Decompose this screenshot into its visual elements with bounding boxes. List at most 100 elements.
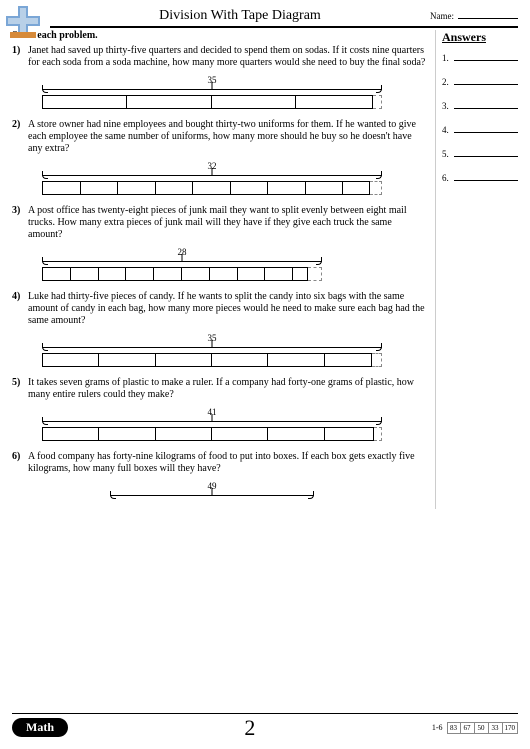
problem-text: Janet had saved up thirty-five quarters …	[28, 45, 427, 69]
tape-segment	[268, 182, 306, 194]
score-boxes: 83675033170	[447, 722, 519, 734]
answers-title: Answers	[442, 30, 518, 45]
answer-line: 5.	[442, 147, 518, 159]
score-box: 67	[461, 722, 475, 734]
tape-segment	[99, 354, 155, 366]
tape-segment	[306, 182, 344, 194]
tape-bar	[42, 181, 370, 195]
tape-segment	[71, 268, 99, 280]
tape-diagram: 28	[42, 247, 322, 281]
brand-badge: Math	[12, 718, 68, 737]
problem-text: A food company has forty-nine kilograms …	[28, 451, 427, 475]
tape-segment	[238, 268, 266, 280]
tape-diagram: 41	[42, 407, 382, 441]
tape-brace	[42, 257, 322, 265]
tape-segment	[212, 96, 296, 108]
answer-number: 2.	[442, 77, 454, 87]
tape-segment	[265, 268, 293, 280]
answer-line: 2.	[442, 75, 518, 87]
tape-diagram: 35	[42, 75, 382, 109]
tape-remainder	[325, 354, 372, 366]
answer-line: 1.	[442, 51, 518, 63]
worksheet-title: Division With Tape Diagram	[50, 8, 430, 24]
answer-line: 6.	[442, 171, 518, 183]
tape-segment	[156, 182, 194, 194]
problems-column: Solve each problem. 1) Janet had saved u…	[12, 30, 436, 509]
problem-text: It takes seven grams of plastic to make …	[28, 377, 427, 401]
tape-segment	[99, 268, 127, 280]
answer-blank[interactable]	[454, 99, 518, 109]
answer-blank[interactable]	[454, 123, 518, 133]
tape-segment	[43, 428, 99, 440]
header: Division With Tape Diagram Name:	[50, 8, 518, 28]
tape-bar	[42, 353, 372, 367]
tape-segment	[43, 354, 99, 366]
tape-segment	[268, 428, 324, 440]
score-box: 170	[503, 722, 519, 734]
answer-blank[interactable]	[454, 51, 518, 61]
problem-text: A store owner had nine employees and bou…	[28, 119, 427, 155]
problem-number: 1)	[12, 45, 28, 69]
problem-text: A post office has twenty-eight pieces of…	[28, 205, 427, 241]
name-blank[interactable]	[458, 18, 518, 19]
problem: 6) A food company has forty-nine kilogra…	[12, 451, 427, 499]
logo-icon	[6, 6, 42, 40]
instruction: Solve each problem.	[12, 30, 427, 41]
tape-bar	[42, 95, 373, 109]
tape-segment	[156, 354, 212, 366]
tape-extra	[374, 427, 382, 441]
tape-segment	[156, 428, 212, 440]
tape-segment	[81, 182, 119, 194]
answer-blank[interactable]	[454, 147, 518, 157]
tape-segment	[212, 354, 268, 366]
tape-segment	[126, 268, 154, 280]
tape-segment	[43, 182, 81, 194]
problem-text: Luke had thirty-five pieces of candy. If…	[28, 291, 427, 327]
tape-brace	[42, 171, 382, 179]
score-box: 33	[489, 722, 503, 734]
answer-blank[interactable]	[454, 75, 518, 85]
score-box: 83	[447, 722, 461, 734]
tape-segment	[154, 268, 182, 280]
tape-diagram: 35	[42, 333, 382, 367]
problem: 2) A store owner had nine employees and …	[12, 119, 427, 195]
problem: 3) A post office has twenty-eight pieces…	[12, 205, 427, 281]
problem: 1) Janet had saved up thirty-five quarte…	[12, 45, 427, 109]
tape-segment	[99, 428, 155, 440]
tape-brace	[42, 417, 382, 425]
problem-number: 5)	[12, 377, 28, 401]
footer-range: 1-6	[432, 723, 443, 732]
tape-bar	[42, 267, 308, 281]
problem-number: 3)	[12, 205, 28, 241]
tape-extra	[370, 181, 382, 195]
answer-number: 6.	[442, 173, 454, 183]
tape-segment	[231, 182, 269, 194]
tape-remainder	[325, 428, 373, 440]
tape-segment	[193, 182, 231, 194]
tape-segment	[268, 354, 324, 366]
tape-segment	[118, 182, 156, 194]
tape-brace	[42, 85, 382, 93]
problem: 4) Luke had thirty-five pieces of candy.…	[12, 291, 427, 367]
answer-number: 5.	[442, 149, 454, 159]
score-box: 50	[475, 722, 489, 734]
problem-number: 6)	[12, 451, 28, 475]
answer-blank[interactable]	[454, 171, 518, 181]
tape-remainder	[343, 182, 368, 194]
tape-diagram: 32	[42, 161, 382, 195]
tape-segment	[43, 268, 71, 280]
tape-brace	[42, 343, 382, 351]
tape-diagram: 49	[42, 481, 382, 499]
footer: Math 2 1-6 83675033170	[12, 713, 518, 739]
tape-segment	[182, 268, 210, 280]
name-label: Name:	[430, 11, 458, 21]
page-number: 2	[68, 715, 432, 741]
tape-segment	[127, 96, 211, 108]
tape-remainder	[293, 268, 307, 280]
tape-extra	[372, 353, 382, 367]
answer-line: 4.	[442, 123, 518, 135]
answers-column: Answers 1. 2. 3. 4. 5. 6.	[436, 30, 518, 509]
tape-extra	[373, 95, 382, 109]
answer-line: 3.	[442, 99, 518, 111]
tape-segment	[210, 268, 238, 280]
